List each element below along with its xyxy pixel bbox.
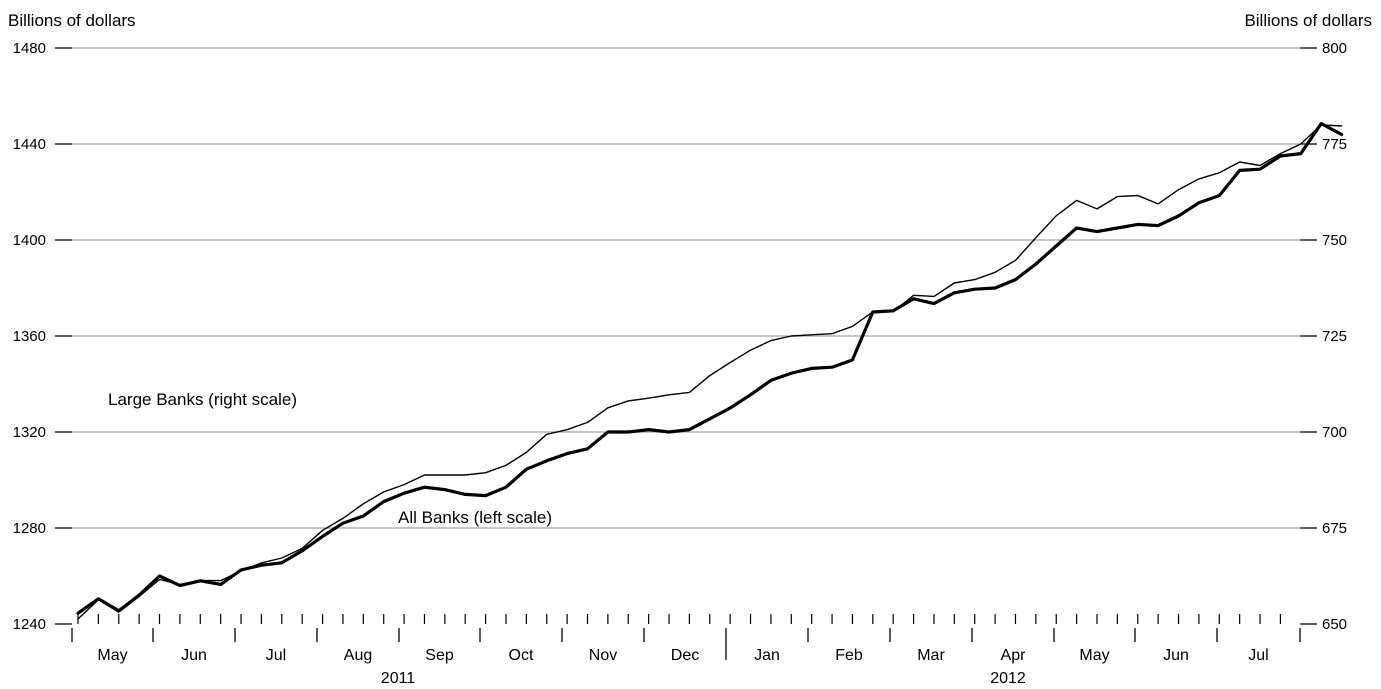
right-tick-label: 800 (1322, 40, 1347, 57)
month-label: Nov (589, 647, 617, 664)
month-label: Mar (917, 647, 945, 664)
month-label: May (1079, 647, 1109, 664)
annotation-large-banks: Large Banks (right scale) (108, 390, 297, 409)
right-tick-label: 750 (1322, 232, 1347, 249)
right-axis-title: Billions of dollars (1244, 11, 1372, 30)
month-label: May (97, 647, 127, 664)
left-axis-title: Billions of dollars (8, 11, 136, 30)
month-label: Jan (754, 647, 780, 664)
month-label: Aug (344, 647, 372, 664)
gridlines (72, 47, 1300, 529)
left-tick-label: 1280 (13, 520, 46, 537)
left-tick-label: 1320 (13, 424, 46, 441)
large-banks-line (77, 124, 1343, 620)
all-banks-line (76, 121, 1344, 615)
month-label: Jul (1248, 647, 1268, 664)
month-label: Feb (835, 647, 863, 664)
year-label-2011: 2011 (381, 670, 416, 687)
left-axis: 1240 1280 1320 1360 1400 1440 1480 (13, 40, 72, 633)
month-label: Sep (425, 647, 454, 664)
left-tick-label: 1360 (13, 328, 46, 345)
left-tick-label: 1400 (13, 232, 46, 249)
month-label: Apr (1001, 647, 1027, 664)
month-label: Jun (1163, 647, 1189, 664)
month-label: Dec (671, 647, 699, 664)
right-tick-label: 650 (1322, 616, 1347, 633)
series-lines (76, 121, 1344, 620)
left-tick-label: 1440 (13, 136, 46, 153)
month-label: Jun (181, 647, 207, 664)
month-label: Jul (266, 647, 286, 664)
right-axis: 650 675 700 725 750 775 800 (1300, 40, 1347, 633)
right-tick-label: 775 (1322, 136, 1347, 153)
right-tick-label: 725 (1322, 328, 1347, 345)
month-label: Oct (509, 647, 534, 664)
right-tick-label: 675 (1322, 520, 1347, 537)
left-tick-label: 1240 (13, 616, 46, 633)
annotation-all-banks: All Banks (left scale) (398, 508, 552, 527)
x-axis: May Jun Jul Aug Sep Oct Nov Dec Jan Feb Mar Apr May J… (71, 614, 1301, 664)
year-label-2012: 2012 (990, 670, 1026, 687)
left-tick-label: 1480 (13, 40, 46, 57)
right-tick-label: 700 (1322, 424, 1347, 441)
